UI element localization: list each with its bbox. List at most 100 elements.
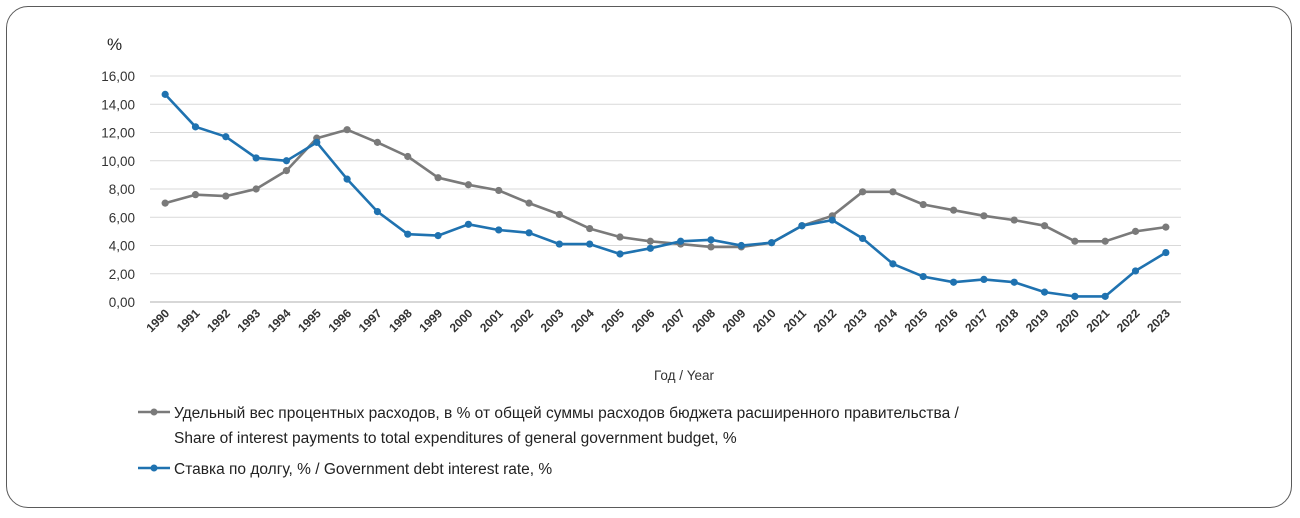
x-tick-label: 1990	[144, 306, 173, 335]
data-point-interest-share	[404, 152, 412, 161]
data-point-debt-rate	[616, 250, 624, 258]
series-debt-rate	[161, 90, 1170, 300]
data-point-debt-rate	[586, 240, 594, 248]
data-point-debt-rate	[859, 234, 867, 243]
data-point-debt-rate	[1131, 267, 1140, 275]
data-point-debt-rate	[1101, 292, 1109, 300]
chart-frame	[6, 6, 1292, 508]
data-point-debt-rate	[828, 216, 836, 224]
x-tick-label: 2022	[1114, 306, 1143, 335]
data-point-debt-rate	[646, 244, 654, 252]
data-point-debt-rate	[434, 232, 442, 240]
data-point-interest-share	[525, 199, 533, 207]
data-point-interest-share	[1101, 237, 1109, 245]
series-line-interest-share	[164, 128, 1166, 249]
data-point-debt-rate	[282, 157, 291, 165]
y-tick-label: 12,00	[101, 126, 135, 141]
data-point-debt-rate	[495, 226, 503, 234]
x-tick-label: 2000	[447, 306, 476, 335]
x-tick-label: 2017	[962, 306, 991, 335]
x-tick-label: 2008	[689, 306, 718, 335]
data-point-debt-rate	[343, 175, 351, 183]
x-tick-label: 2013	[841, 306, 870, 335]
data-point-interest-share	[161, 199, 169, 207]
data-point-interest-share	[464, 181, 472, 189]
data-point-debt-rate	[949, 278, 958, 286]
data-point-debt-rate	[404, 230, 412, 238]
data-point-interest-share	[859, 188, 867, 196]
gridlines	[150, 75, 1181, 303]
legend-item-debt-rate: Ставка по долгу, % / Government debt int…	[138, 461, 552, 478]
data-point-debt-rate	[737, 241, 745, 250]
y-tick-label: 8,00	[109, 182, 135, 197]
data-point-debt-rate	[191, 123, 200, 131]
y-axis-ticks: 0,00 2,00 4,00 6,00 8,00 10,00 12,00 14,00 16,00	[101, 69, 135, 310]
data-point-debt-rate	[677, 237, 685, 245]
data-point-interest-share	[949, 206, 958, 214]
data-point-debt-rate	[161, 90, 169, 98]
data-point-debt-rate	[525, 229, 533, 237]
data-point-debt-rate	[1071, 292, 1079, 300]
y-tick-label: 10,00	[101, 154, 135, 169]
data-point-interest-share	[919, 200, 927, 209]
x-tick-label: 1992	[204, 306, 233, 335]
x-tick-label: 2019	[1023, 306, 1052, 335]
x-tick-label: 1999	[416, 306, 445, 335]
data-point-interest-share	[252, 185, 260, 193]
data-point-debt-rate	[222, 133, 230, 141]
data-point-debt-rate	[919, 272, 927, 281]
data-point-debt-rate	[252, 154, 260, 162]
y-tick-label: 6,00	[109, 210, 135, 225]
x-axis-title: Год / Year	[654, 368, 715, 383]
data-point-debt-rate	[798, 222, 806, 230]
x-tick-label: 2012	[811, 306, 840, 335]
data-point-debt-rate	[980, 275, 988, 283]
data-point-interest-share	[707, 243, 715, 251]
x-tick-label: 2001	[477, 306, 506, 335]
legend-marker-interest-share	[150, 408, 158, 416]
x-tick-label: 1996	[325, 306, 354, 335]
data-point-interest-share	[555, 210, 563, 219]
x-tick-label: 2010	[750, 306, 779, 335]
x-tick-label: 2005	[598, 306, 627, 335]
series-line-debt-rate	[164, 93, 1167, 298]
x-tick-label: 1995	[295, 306, 324, 335]
data-point-interest-share	[616, 233, 624, 241]
y-tick-label: 4,00	[109, 239, 135, 254]
data-point-interest-share	[1010, 216, 1018, 224]
legend: Удельный вес процентных расходов, в % от…	[138, 405, 960, 478]
x-tick-label: 2007	[659, 306, 688, 335]
x-tick-label: 2021	[1084, 306, 1113, 335]
data-point-interest-share	[191, 191, 200, 199]
data-point-interest-share	[1162, 223, 1170, 231]
data-point-interest-share	[1040, 222, 1049, 230]
x-axis-ticks: 1990 1991 1992 1993 1994 1995 1996 1997 1998 1999…	[144, 306, 1174, 335]
data-point-interest-share	[1071, 237, 1079, 245]
data-point-debt-rate	[1040, 288, 1049, 296]
data-point-interest-share	[282, 167, 291, 175]
x-tick-label: 1997	[356, 306, 385, 335]
data-point-debt-rate	[768, 239, 776, 247]
data-point-interest-share	[889, 188, 897, 196]
x-tick-label: 2018	[993, 306, 1022, 335]
y-tick-label: 14,00	[101, 97, 135, 112]
data-point-debt-rate	[464, 220, 472, 228]
data-point-debt-rate	[1162, 248, 1170, 257]
data-point-debt-rate	[1010, 278, 1018, 286]
series-layer	[161, 90, 1170, 300]
data-point-interest-share	[646, 237, 654, 245]
legend-label-interest-share-line1: Удельный вес процентных расходов, в % от…	[174, 405, 960, 422]
x-tick-label: 1998	[386, 306, 415, 335]
data-point-debt-rate	[555, 240, 563, 248]
x-tick-label: 2002	[507, 306, 536, 335]
x-tick-label: 1991	[174, 306, 203, 335]
legend-item-interest-share: Удельный вес процентных расходов, в % от…	[138, 405, 960, 447]
x-tick-label: 2011	[781, 306, 810, 335]
data-point-interest-share	[495, 186, 503, 195]
x-tick-label: 2023	[1144, 306, 1173, 335]
data-point-interest-share	[373, 138, 382, 146]
data-point-debt-rate	[889, 260, 897, 268]
legend-label-debt-rate: Ставка по долгу, % / Government debt int…	[174, 461, 552, 478]
x-tick-label: 1994	[265, 306, 294, 335]
